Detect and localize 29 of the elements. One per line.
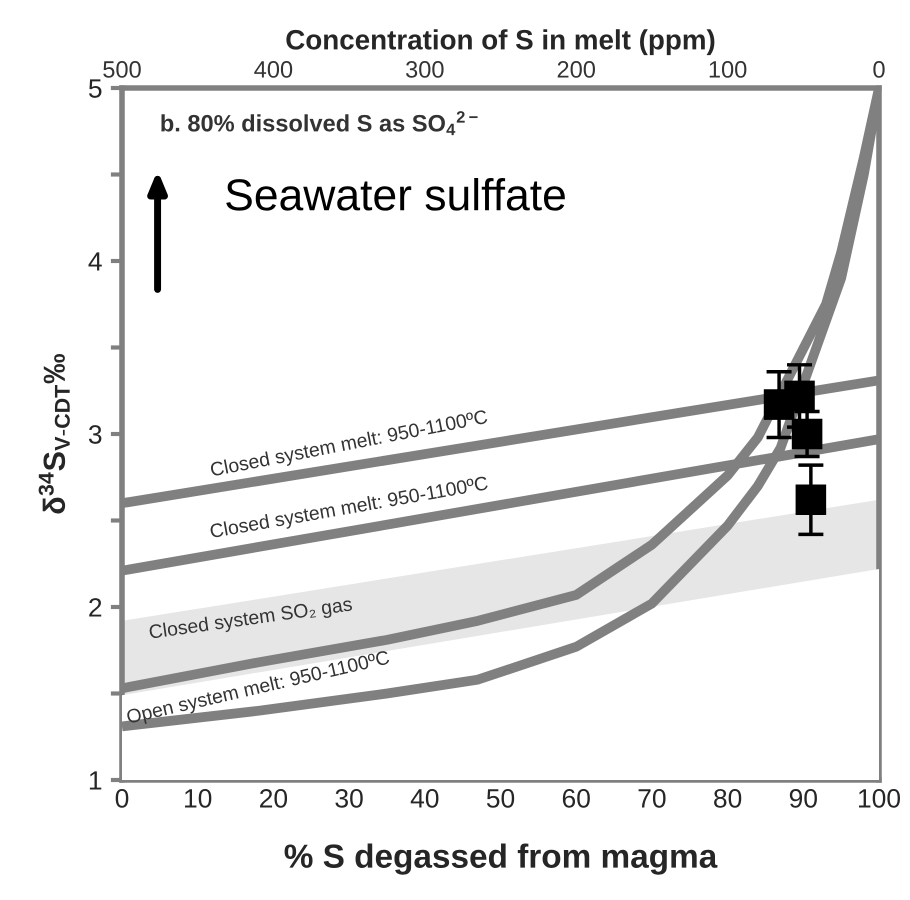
x-tick-label: 80 — [714, 789, 742, 808]
x2-tick-label: 500 — [103, 61, 141, 78]
x-axis-title: % S degassed from magma — [284, 843, 718, 875]
annotation: Closed system melt: 950-1100ºC — [209, 475, 489, 542]
y-tick-label: 5 — [88, 79, 102, 98]
x-tick-label: 100 — [859, 789, 900, 808]
y-tick-label: 1 — [90, 771, 102, 790]
annotation: b. 80% dissolved S as SO$_{4}$$^{2−}$ — [161, 111, 478, 136]
x-tick-label: 10 — [185, 789, 212, 808]
annotation: Closed system SO₂ gas — [148, 596, 353, 643]
x2-tick-label: 0 — [873, 61, 885, 78]
x-tick-label: 50 — [486, 789, 514, 808]
x-tick-label: 30 — [335, 789, 363, 808]
x-tick-label: 90 — [790, 789, 817, 808]
x2-tick-label: 200 — [558, 61, 595, 78]
x2-tick-label: 400 — [254, 61, 292, 78]
y-axis-title: δ$^{34}$S$_{V-CDT}$‰ — [38, 354, 70, 514]
y-tick-label: 4 — [88, 252, 102, 271]
annotation: Seawater sulffate — [226, 178, 565, 211]
x2-tick-label: 300 — [406, 61, 444, 78]
y-tick-label: 2 — [89, 598, 102, 617]
x-tick-label: 20 — [260, 789, 288, 808]
x2-axis-title: Concentration of S in melt (ppm) — [286, 29, 714, 56]
x-tick-label: 60 — [562, 789, 590, 808]
x-tick-label: 40 — [410, 789, 438, 808]
x-tick-label: 70 — [638, 789, 666, 808]
x2-tick-label: 100 — [710, 61, 746, 78]
x-tick-label: 0 — [116, 789, 128, 808]
y-tick-label: 3 — [88, 425, 102, 444]
